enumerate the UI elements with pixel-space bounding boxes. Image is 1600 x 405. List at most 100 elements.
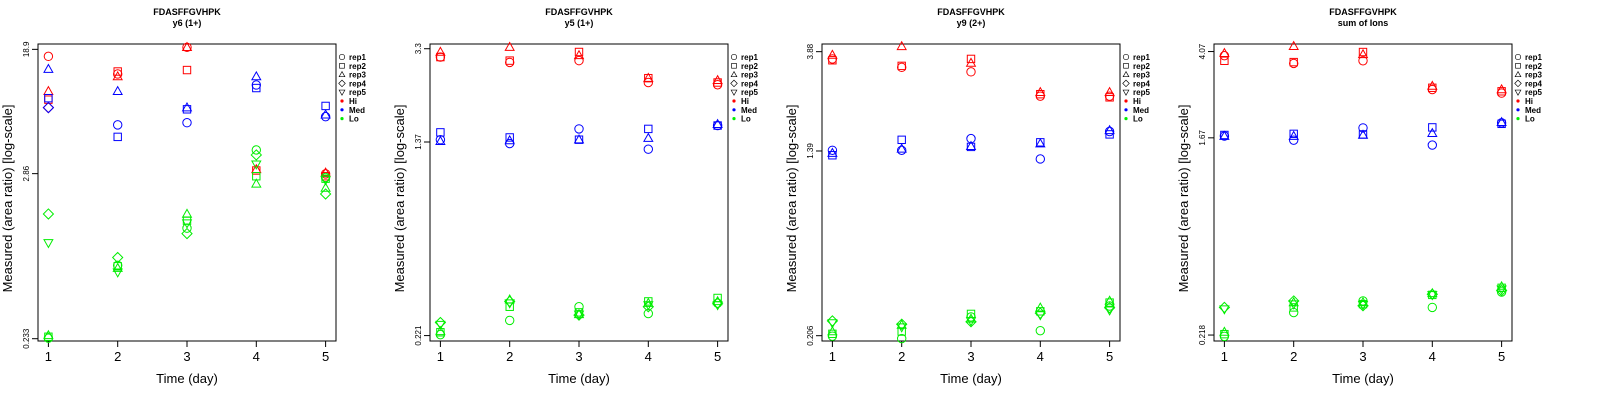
legend-label: rep2 (1525, 62, 1542, 71)
legend-item-rep5: rep5 (730, 88, 758, 97)
chart-subtitle: sum of Ions (1338, 18, 1389, 28)
legend-item-med: Med (1124, 106, 1149, 115)
data-point (965, 57, 977, 67)
legend-item-lo: Lo (340, 115, 359, 124)
legend-item-rep5: rep5 (1122, 88, 1150, 97)
legend-marker (1122, 70, 1130, 78)
legend-marker (1515, 63, 1521, 69)
x-tick-label: 5 (322, 349, 329, 364)
legend-marker (1514, 89, 1522, 96)
legend-item-lo: Lo (1516, 115, 1535, 124)
legend-item-rep2: rep2 (339, 62, 366, 71)
data-point (966, 54, 976, 64)
series-lo (1218, 280, 1508, 342)
data-point (1035, 311, 1046, 321)
legend-label: rep4 (741, 79, 758, 88)
legend-dot (1516, 117, 1520, 121)
data-point (643, 297, 654, 307)
legend-marker (1122, 53, 1130, 61)
chart-subtitle: y5 (1+) (565, 18, 594, 28)
data-point (1104, 301, 1115, 311)
legend-marker (730, 79, 738, 88)
data-point (319, 188, 332, 200)
legend-item-rep1: rep1 (730, 53, 758, 62)
legend-label: rep4 (1133, 79, 1150, 88)
y-tick-label: 2.86 (22, 165, 31, 181)
data-point (966, 67, 976, 77)
legend-item-rep2: rep2 (731, 62, 758, 71)
legend-dot (732, 99, 736, 103)
legend-item-rep4: rep4 (338, 79, 366, 88)
x-tick-label: 4 (645, 349, 652, 364)
legend-item-lo: Lo (1124, 115, 1143, 124)
data-point (1357, 48, 1369, 59)
data-point (1427, 287, 1438, 298)
legend-label: rep1 (741, 53, 758, 62)
y-tick-label: 1.39 (806, 143, 815, 159)
data-point (43, 85, 54, 95)
data-point (573, 134, 585, 144)
legend-label: Med (741, 106, 757, 115)
plot-frame (821, 43, 1121, 342)
legend-marker (338, 79, 346, 88)
data-point (827, 319, 838, 329)
data-point (1035, 86, 1046, 97)
x-tick-label: 4 (253, 349, 260, 364)
legend-label: Lo (1525, 115, 1535, 124)
data-point (112, 120, 123, 130)
legend-label: Hi (1133, 97, 1141, 106)
legend-item-lo: Lo (732, 115, 751, 124)
legend-marker (1122, 89, 1130, 96)
legend-label: Hi (1525, 97, 1533, 106)
data-point (320, 167, 331, 177)
data-point (1357, 301, 1369, 311)
data-point (1357, 129, 1369, 139)
chart-title: FDASFFGVHPK (1329, 7, 1397, 17)
legend-label: rep4 (1525, 79, 1542, 88)
x-tick-label: 5 (1498, 349, 1505, 364)
data-point (1104, 306, 1115, 316)
data-point (712, 301, 723, 311)
x-tick-label: 2 (1290, 349, 1297, 364)
legend-item-rep1: rep1 (1122, 53, 1150, 62)
data-point (1496, 116, 1507, 127)
data-point (1428, 123, 1437, 132)
legend-item-hi: Hi (1516, 97, 1533, 106)
data-point (896, 323, 907, 333)
data-point (712, 298, 723, 308)
data-point (1427, 302, 1438, 313)
y-tick-label: 0.221 (414, 325, 423, 346)
legend-item-hi: Hi (340, 97, 357, 106)
x-tick-label: 3 (967, 349, 974, 364)
legend-item-rep1: rep1 (338, 53, 366, 62)
x-tick-label: 1 (1221, 349, 1228, 364)
data-point (436, 52, 445, 62)
data-point (1035, 91, 1046, 101)
data-point (827, 147, 838, 157)
data-point (181, 219, 193, 229)
data-point (1035, 325, 1046, 336)
data-point (504, 299, 515, 309)
data-point (1289, 57, 1298, 67)
data-point (1288, 300, 1299, 310)
data-point (896, 40, 907, 51)
legend-marker (338, 70, 346, 78)
series-med (42, 63, 331, 142)
data-point (1104, 124, 1115, 135)
data-point (1219, 50, 1230, 61)
y-tick-label: 4.07 (1198, 43, 1207, 59)
data-point (504, 41, 515, 51)
y-tick-label: 0.206 (806, 325, 815, 346)
legend-marker (1514, 79, 1522, 88)
data-point (504, 134, 515, 145)
legend-label: Hi (741, 97, 749, 106)
data-point (504, 315, 515, 326)
x-tick-label: 1 (437, 349, 444, 364)
data-point (643, 77, 654, 88)
data-point (1427, 80, 1438, 90)
legend-marker (730, 70, 738, 78)
x-tick-label: 4 (1429, 349, 1436, 364)
data-point (896, 145, 907, 155)
data-point (643, 144, 654, 154)
